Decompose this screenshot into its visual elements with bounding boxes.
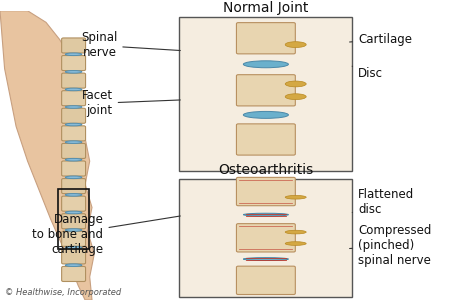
FancyBboxPatch shape	[62, 126, 85, 141]
Text: Spinal
nerve: Spinal nerve	[81, 32, 180, 59]
Text: Compressed
(pinched)
spinal nerve: Compressed (pinched) spinal nerve	[349, 224, 431, 267]
Ellipse shape	[65, 264, 82, 266]
Ellipse shape	[243, 111, 288, 118]
Ellipse shape	[65, 194, 82, 196]
Ellipse shape	[285, 81, 306, 87]
Ellipse shape	[65, 158, 82, 161]
Text: © Healthwise, Incorporated: © Healthwise, Incorporated	[5, 287, 121, 296]
Ellipse shape	[285, 42, 306, 47]
Ellipse shape	[243, 61, 288, 68]
FancyBboxPatch shape	[236, 22, 295, 54]
Bar	[179, 16, 351, 171]
Polygon shape	[0, 11, 94, 300]
FancyBboxPatch shape	[62, 231, 85, 246]
FancyBboxPatch shape	[62, 214, 85, 229]
Ellipse shape	[65, 176, 82, 178]
Text: Damage
to bone and
cartilage: Damage to bone and cartilage	[33, 213, 180, 256]
FancyBboxPatch shape	[62, 91, 85, 106]
Ellipse shape	[65, 141, 82, 143]
FancyBboxPatch shape	[236, 266, 295, 295]
Ellipse shape	[65, 88, 82, 91]
Text: Cartilage: Cartilage	[349, 33, 411, 46]
Ellipse shape	[243, 258, 288, 260]
Ellipse shape	[65, 53, 82, 56]
Text: Facet
joint: Facet joint	[81, 89, 180, 117]
FancyBboxPatch shape	[62, 73, 85, 88]
Ellipse shape	[65, 123, 82, 126]
Ellipse shape	[65, 70, 82, 73]
Ellipse shape	[65, 211, 82, 214]
FancyBboxPatch shape	[62, 143, 85, 158]
FancyBboxPatch shape	[62, 38, 85, 53]
FancyBboxPatch shape	[62, 249, 85, 264]
Text: Flattened
disc: Flattened disc	[352, 188, 413, 216]
Ellipse shape	[65, 106, 82, 108]
FancyBboxPatch shape	[236, 75, 295, 106]
FancyBboxPatch shape	[62, 178, 85, 194]
Ellipse shape	[243, 213, 288, 216]
Ellipse shape	[65, 229, 82, 231]
Text: Normal Joint: Normal Joint	[223, 1, 308, 15]
FancyBboxPatch shape	[62, 196, 85, 211]
Ellipse shape	[285, 230, 306, 234]
Ellipse shape	[285, 242, 306, 245]
FancyBboxPatch shape	[62, 266, 85, 281]
Bar	[58, 189, 89, 249]
FancyBboxPatch shape	[236, 124, 295, 155]
Ellipse shape	[285, 195, 306, 199]
FancyBboxPatch shape	[236, 177, 295, 206]
Bar	[179, 178, 351, 297]
FancyBboxPatch shape	[62, 161, 85, 176]
Text: Disc: Disc	[352, 66, 382, 80]
FancyBboxPatch shape	[236, 224, 295, 252]
Ellipse shape	[65, 246, 82, 249]
FancyBboxPatch shape	[62, 56, 85, 70]
FancyBboxPatch shape	[62, 108, 85, 123]
Text: Osteoarthritis: Osteoarthritis	[218, 163, 313, 177]
Ellipse shape	[285, 94, 306, 100]
